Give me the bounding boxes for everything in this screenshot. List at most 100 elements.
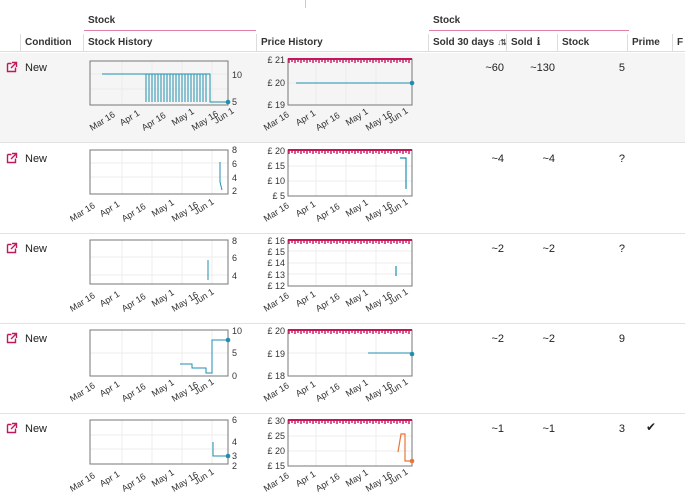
sold-30-days-value: ~2: [491, 333, 504, 345]
chart-frame: [287, 149, 413, 197]
y-tick-label: 8: [232, 146, 237, 155]
y-tick-label: £ 15: [267, 247, 285, 257]
y-tick-label: £ 20: [267, 446, 285, 456]
x-tick-label: Jun 1: [386, 106, 410, 126]
col-header-sold-30-days[interactable]: Sold 30 days ↓⇅: [433, 37, 507, 48]
table-row[interactable]: New 6 4 3 2 Mar 16 Apr 1 Apr 16 May 1 Ma…: [0, 414, 685, 500]
chart-gridlines: [288, 59, 412, 105]
stock-history-chart: 8 6 4 2 Mar 16 Apr 1 Apr 16 May 1 May 16…: [70, 146, 237, 224]
x-tick-label: Mar 16: [70, 290, 97, 313]
x-tick-label: Apr 16: [120, 291, 148, 314]
stock-end-point: [225, 337, 231, 343]
y-tick-label: £ 13: [267, 270, 285, 280]
y-tick-label: 6: [232, 253, 237, 263]
col-header-stock-history[interactable]: Stock History: [88, 37, 153, 48]
x-tick-label: Mar 16: [70, 380, 97, 403]
y-tick-label: £ 15: [267, 161, 285, 171]
y-tick-label: £ 20: [267, 78, 285, 88]
x-tick-label: Apr 1: [98, 199, 122, 219]
y-tick-label: 8: [232, 236, 237, 246]
col-header-truncated[interactable]: F: [677, 37, 684, 48]
sort-icon[interactable]: ↓⇅: [497, 38, 507, 47]
column-separator: [627, 34, 628, 52]
price-history-chart: £ 16 £ 15 £ 14 £ 13 £ 12 Mar 16 Apr 1 Ap…: [262, 236, 413, 314]
stock-history-chart: 6 4 3 2 Mar 16 Apr 1 Apr 16 May 1 May 16…: [70, 416, 237, 494]
price-end-point: [409, 458, 415, 464]
column-header-row: Condition Stock History Price History So…: [0, 34, 685, 52]
col-header-condition[interactable]: Condition: [25, 37, 72, 48]
y-tick-label: £ 16: [267, 236, 285, 246]
y-tick-label: 6: [232, 159, 237, 169]
external-link-icon[interactable]: [6, 61, 18, 73]
col-header-prime[interactable]: Prime: [632, 37, 660, 48]
x-tick-label: Jun 1: [192, 197, 216, 217]
x-tick-label: Jun 1: [192, 467, 216, 487]
chart-frame: [287, 58, 413, 106]
stock-line: [219, 162, 223, 191]
external-link-icon[interactable]: [6, 422, 18, 434]
external-link-icon[interactable]: [6, 242, 18, 254]
column-separator: [20, 34, 21, 52]
x-tick-label: Apr 16: [314, 201, 342, 224]
stock-history-chart: 10 5 Mar 16 Apr 1 Apr 16 May 1 May 16 Ju…: [88, 60, 242, 133]
top-divider: [305, 0, 306, 8]
chart-frame: [89, 60, 229, 106]
x-tick-label: Apr 16: [120, 471, 148, 494]
chart-gridlines: [90, 61, 228, 105]
y-tick-label: 5: [232, 348, 237, 358]
price-change-tick-strip: [288, 58, 412, 63]
col-header-stock[interactable]: Stock: [562, 37, 590, 48]
price-history-chart: £ 21 £ 20 £ 19 Mar 16 Apr 1 Apr 16 May 1…: [262, 55, 415, 133]
price-end-point: [409, 80, 415, 86]
external-link-icon[interactable]: [6, 332, 18, 344]
col-header-sold[interactable]: Sold i: [511, 37, 540, 48]
group-label-stock-right: Stock: [433, 15, 461, 26]
x-tick-label: Mar 16: [262, 380, 291, 403]
x-tick-label: Mar 16: [262, 470, 291, 493]
column-separator: [672, 34, 673, 52]
y-tick-label: £ 30: [267, 416, 285, 426]
x-tick-label: Apr 16: [314, 291, 342, 314]
stock-history-chart: 10 5 0 Mar 16 Apr 1 Apr 16 May 1 May 16 …: [70, 326, 242, 404]
chart-frame: [89, 419, 229, 465]
col-header-sold-30-days-label: Sold 30 days: [433, 37, 495, 48]
table-row[interactable]: New 8 6 4 Mar 16 Apr 1 Apr 16 May 1 May …: [0, 234, 685, 324]
external-link-icon[interactable]: [6, 152, 18, 164]
y-tick-label: 4: [232, 437, 237, 447]
y-tick-label: £ 20: [267, 326, 285, 336]
sold-30-days-value: ~2: [491, 243, 504, 255]
table-row[interactable]: New 10 5 0 Mar 16 Apr 1 Apr 16 May 1 May…: [0, 324, 685, 414]
y-tick-label: £ 25: [267, 431, 285, 441]
x-tick-label: Apr 16: [314, 381, 342, 404]
y-tick-label: 4: [232, 271, 237, 281]
table-row[interactable]: New 10 5 Mar 16 Apr 1 Apr 16 May 1 May 1…: [0, 53, 685, 143]
column-separator: [428, 34, 429, 52]
group-label-stock-left: Stock: [88, 15, 116, 26]
stock-value: ?: [618, 243, 625, 255]
table-row[interactable]: New 8 6 4 2 Mar 16 Apr 1 Apr 16 May 1 Ma…: [0, 144, 685, 234]
x-tick-label: Apr 16: [314, 110, 342, 133]
col-header-price-history[interactable]: Price History: [261, 37, 323, 48]
y-tick-label: £ 5: [272, 191, 285, 201]
x-tick-label: Jun 1: [386, 467, 410, 487]
chart-frame: [287, 419, 413, 467]
y-tick-label: 10: [232, 70, 242, 80]
sold-value: ~1: [542, 423, 555, 435]
chart-gridlines: [288, 150, 412, 196]
y-tick-label: £ 10: [267, 176, 285, 186]
column-separator: [506, 34, 507, 52]
x-tick-label: Jun 1: [192, 287, 216, 307]
price-end-point: [409, 351, 415, 357]
x-tick-label: Jun 1: [192, 377, 216, 397]
y-tick-label: 10: [232, 326, 242, 336]
x-tick-label: Jun 1: [386, 287, 410, 307]
y-tick-label: 0: [232, 371, 237, 381]
price-change-tick-strip: [288, 329, 412, 334]
stock-line: [102, 73, 228, 103]
chart-frame: [89, 329, 229, 377]
stock-value: ?: [618, 153, 625, 165]
sold-30-days-value: ~4: [491, 153, 504, 165]
condition-value: New: [25, 423, 48, 435]
info-icon[interactable]: i: [536, 37, 541, 48]
x-tick-label: Apr 1: [98, 469, 122, 489]
